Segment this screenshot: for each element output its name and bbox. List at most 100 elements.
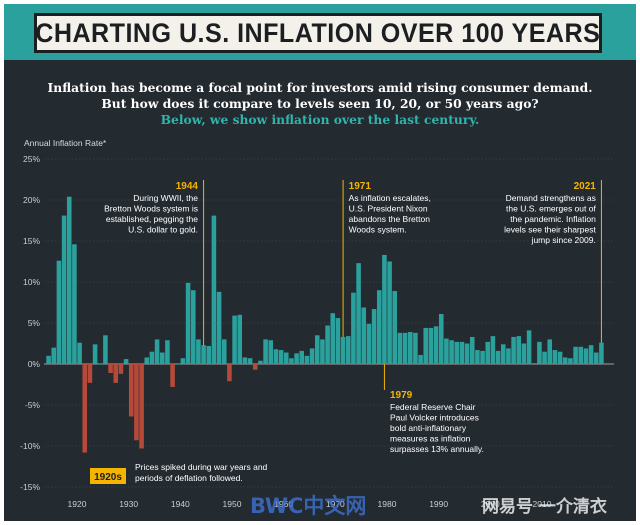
bar <box>278 350 284 364</box>
y-axis-ticks: 25% 20% 15% 10% 5% 0% -5% -10% -15% <box>20 154 40 492</box>
x-tick-label: 2010 <box>533 499 552 509</box>
x-tick-label: 1950 <box>223 499 242 509</box>
annotation-text: measures as inflation <box>390 434 471 444</box>
bar <box>185 282 191 364</box>
bar <box>552 350 558 364</box>
bar <box>511 336 516 364</box>
bar <box>118 364 124 374</box>
bar <box>351 292 356 364</box>
bar <box>283 352 289 364</box>
annotation-year: 1944 <box>176 181 199 192</box>
intro-text: Inflation has become a focal point for i… <box>4 80 636 128</box>
bar <box>578 346 584 364</box>
x-tick-label: 1930 <box>119 499 138 509</box>
bar <box>371 309 377 364</box>
y-tick-label: -5% <box>25 400 41 410</box>
bar <box>361 307 367 364</box>
bar <box>397 332 403 364</box>
inflation-chart: 25% 20% 15% 10% 5% 0% -5% -10% -15% 1920 1930 1940… <box>20 138 614 509</box>
bar <box>123 359 129 364</box>
annotation-text: bold anti-inflationary <box>390 423 467 433</box>
bar <box>573 346 578 364</box>
annotation-text: abandons the Bretton <box>349 214 431 224</box>
annotation-text: During WWII, the <box>133 193 198 203</box>
annotation-text: Woods system. <box>349 225 407 235</box>
page-title: CHARTING U.S. INFLATION OVER 100 YEARS <box>35 17 601 48</box>
x-tick-label: 1990 <box>429 499 448 509</box>
bar <box>134 364 139 441</box>
bar <box>356 263 361 364</box>
bar <box>542 351 547 364</box>
bar <box>196 339 201 364</box>
bar <box>82 364 88 453</box>
annotation-text: As inflation escalates, <box>349 193 431 203</box>
annotation-text: jump since 2009. <box>531 235 596 245</box>
annotation-text: Demand strengthens as <box>506 193 596 203</box>
bar <box>170 364 175 387</box>
x-tick-label: 1960 <box>274 499 293 509</box>
bar <box>92 344 98 364</box>
bar <box>583 348 589 364</box>
y-tick-label: 15% <box>23 236 40 246</box>
bar <box>61 215 67 364</box>
bar <box>206 345 212 364</box>
annotation-text: U.S. dollar to gold. <box>128 225 198 235</box>
annotation-badge-label: 1920s <box>94 472 122 483</box>
bar <box>289 358 294 364</box>
y-tick-label: 0% <box>28 359 41 369</box>
annotation-text: the U.S. emerges out of <box>506 204 596 214</box>
bar <box>480 350 485 364</box>
bar <box>108 364 113 374</box>
bar <box>402 332 408 364</box>
bar <box>423 327 429 364</box>
bar <box>242 357 248 364</box>
bar <box>201 345 206 364</box>
bar <box>227 364 232 382</box>
bar <box>521 343 527 364</box>
annotation-text: U.S. President Nixon <box>349 204 428 214</box>
watermark-right: 网易号 一介清衣 <box>482 497 607 517</box>
bar <box>500 344 506 364</box>
bar <box>72 244 77 364</box>
bar <box>469 336 475 364</box>
bar <box>537 341 542 364</box>
bar <box>154 339 160 364</box>
bar <box>97 364 103 365</box>
x-tick-label: 1980 <box>378 499 397 509</box>
bar <box>531 363 537 364</box>
bar <box>382 254 387 364</box>
bar <box>495 350 501 364</box>
bar <box>438 313 444 364</box>
intro-line-2: But how does it compare to levels seen 1… <box>101 96 539 111</box>
bar <box>180 358 186 364</box>
bar <box>376 290 382 364</box>
bar <box>87 364 93 383</box>
bar <box>304 355 310 364</box>
bar <box>56 260 62 364</box>
bar <box>418 354 423 364</box>
bar <box>190 290 196 364</box>
annotation-year: 2021 <box>574 181 597 192</box>
bar <box>247 358 253 364</box>
bar <box>299 350 305 364</box>
y-tick-label: -10% <box>20 441 40 451</box>
bar <box>516 336 522 364</box>
bar <box>588 345 594 364</box>
bar <box>51 347 57 364</box>
bar <box>325 325 330 364</box>
bar <box>340 336 346 364</box>
bar <box>159 352 165 364</box>
bar <box>216 291 222 364</box>
grid-lines <box>44 158 614 488</box>
bar <box>268 340 274 364</box>
bar <box>103 335 108 364</box>
annotation-text: the pandemic. Inflation <box>510 214 596 224</box>
x-axis-ticks: 1920 1930 1940 1950 1960 1970 1980 1990 2000 2010 <box>68 499 552 509</box>
y-tick-label: 20% <box>23 195 40 205</box>
bar <box>444 338 449 364</box>
intro-line-1: Inflation has become a focal point for i… <box>47 80 593 95</box>
bar <box>345 336 351 364</box>
intro-line-3: Below, we show inflation over the last c… <box>160 112 480 127</box>
annotation-text: periods of deflation followed. <box>135 473 243 483</box>
